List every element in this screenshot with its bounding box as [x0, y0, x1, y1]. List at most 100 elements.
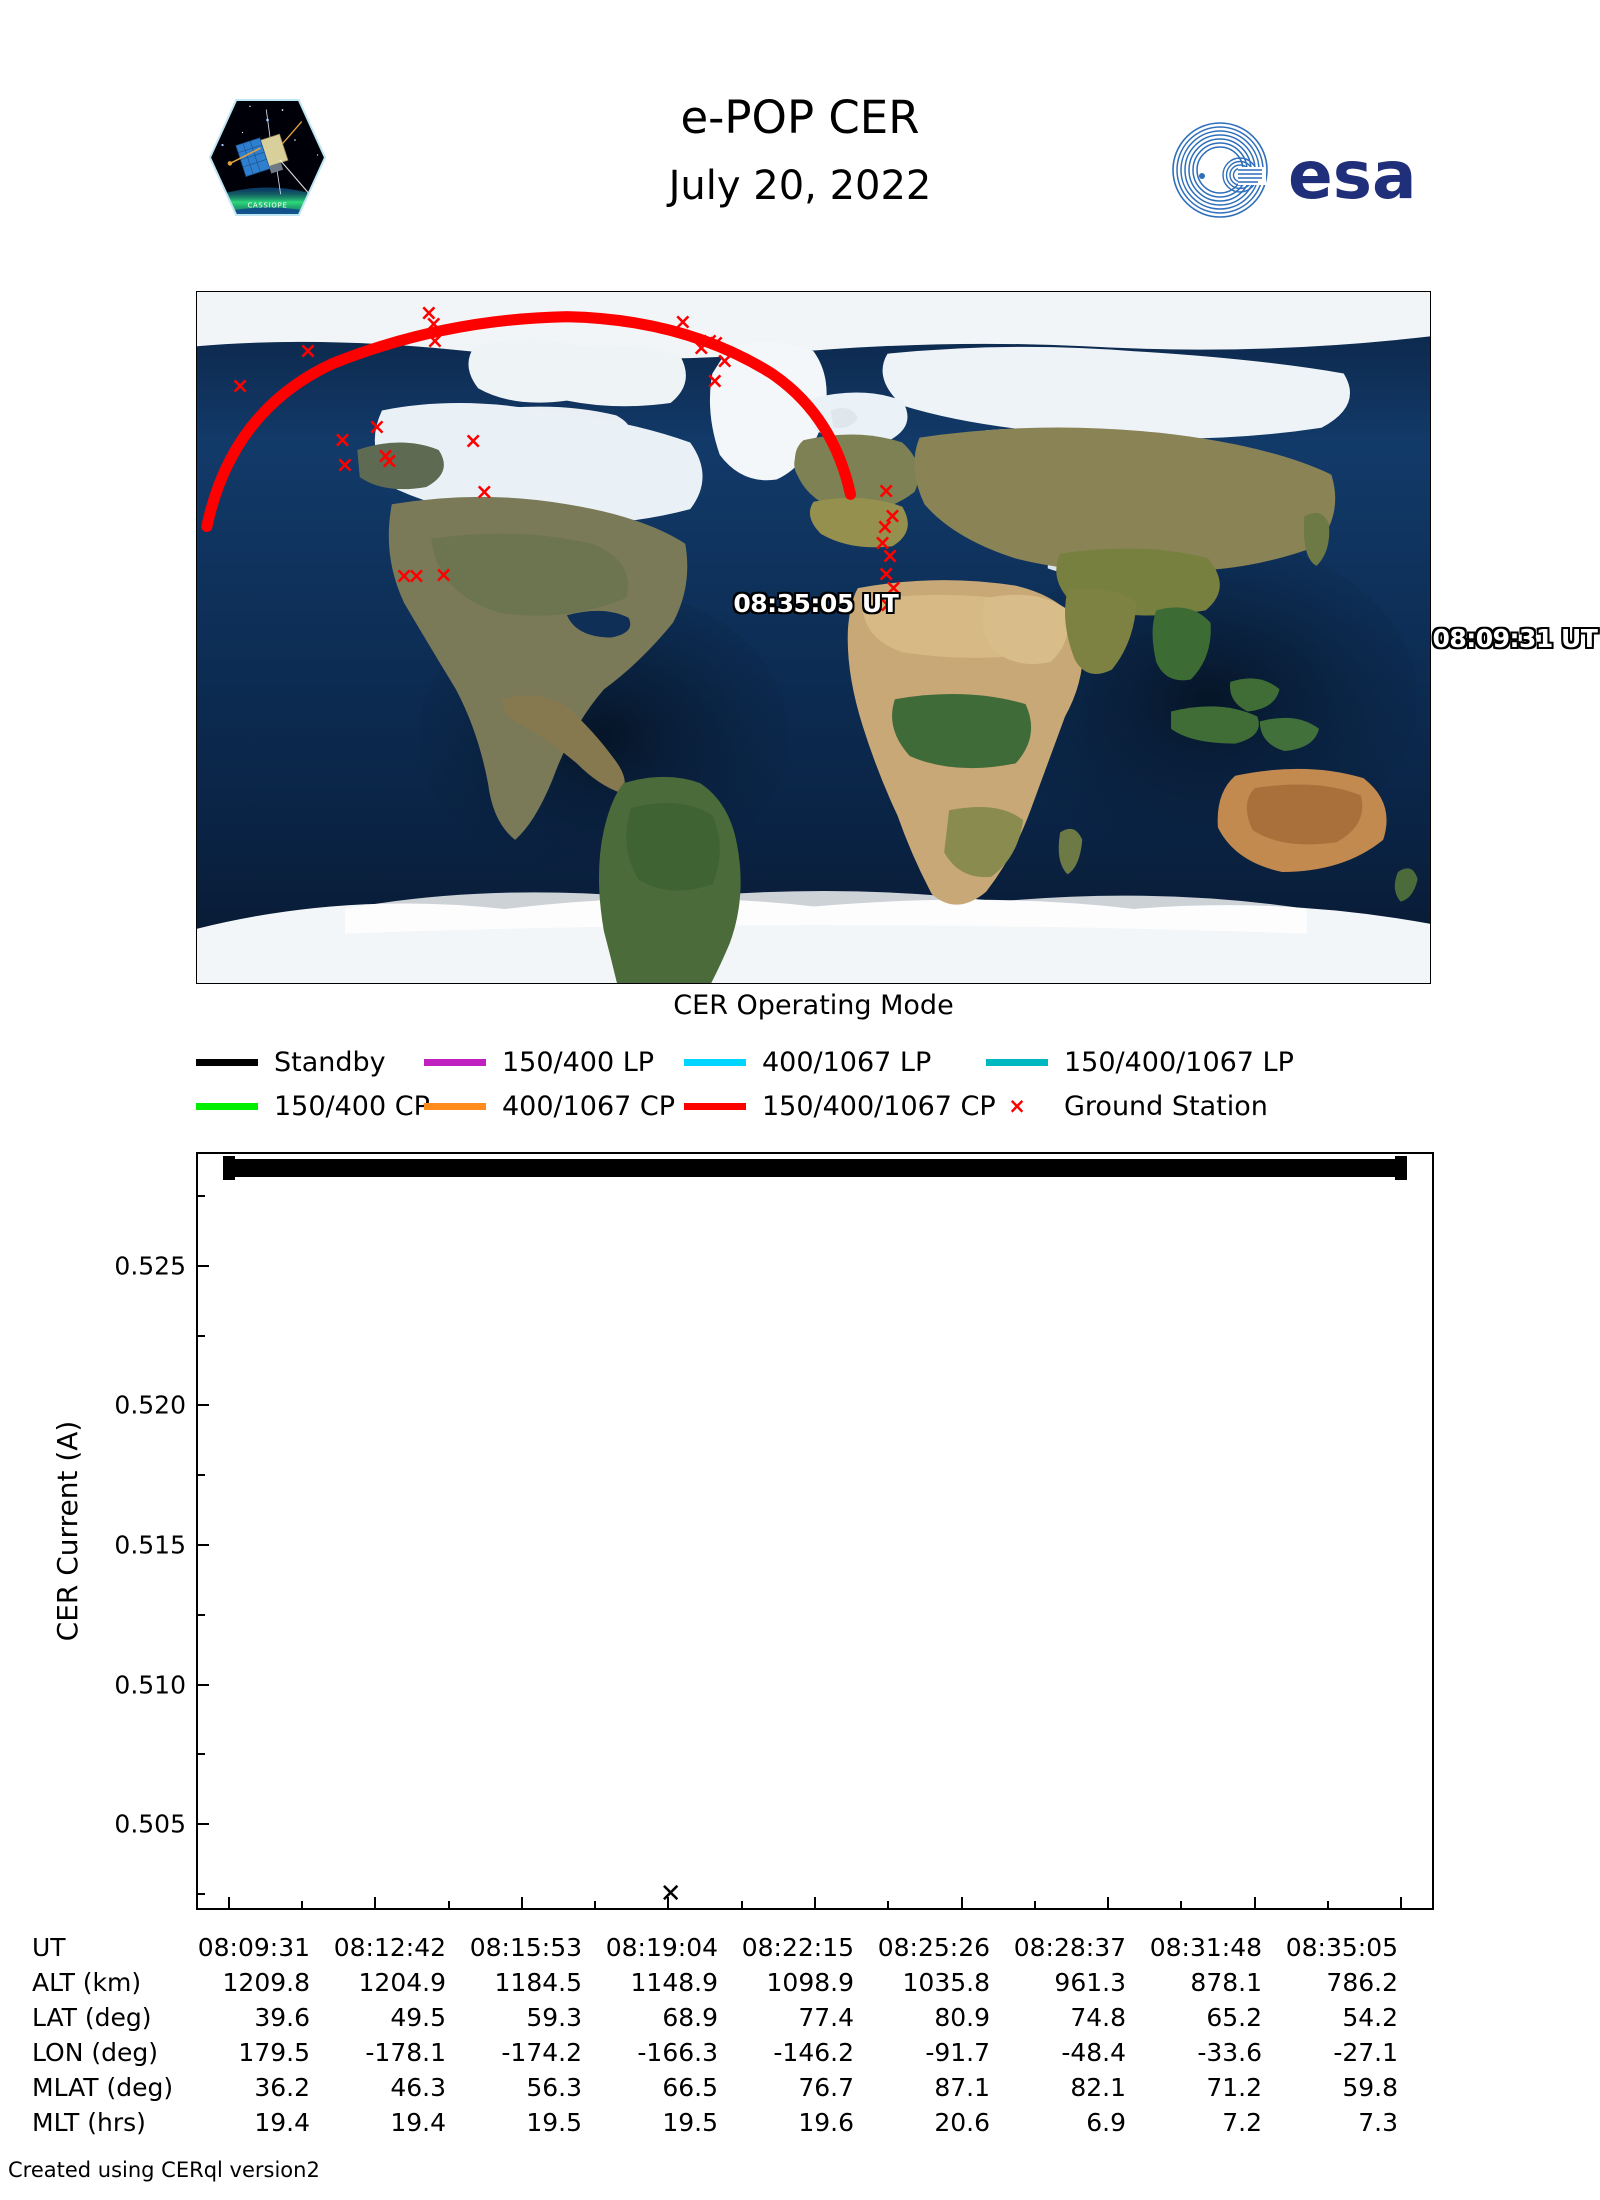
table-cell: 39.6 [254, 2003, 310, 2032]
satellite-ground-track [201, 311, 857, 532]
ground-station-marker: × [883, 504, 902, 530]
table-cell: 36.2 [254, 2073, 310, 2102]
table-cell: 66.5 [662, 2073, 718, 2102]
ground-station-marker: × [425, 328, 445, 354]
legend-color-swatch [986, 1058, 1048, 1066]
table-cell: 77.4 [798, 2003, 854, 2032]
legend-color-swatch [684, 1102, 746, 1110]
legend-item-ground-station[interactable]: × Ground Station [986, 1093, 1268, 1120]
ground-station-marker: × [376, 444, 395, 470]
legend-item-400-1067-lp[interactable]: 400/1067 LP [684, 1049, 931, 1076]
table-row: MLAT (deg) 36.2 46.3 56.3 66.5 76.7 87.1 82.1 71… [0, 2070, 1420, 2105]
title-block: e-POP CER July 20, 2022 [400, 95, 1200, 206]
table-cell: 786.2 [1326, 1968, 1398, 1997]
table-cell: -91.7 [925, 2038, 990, 2067]
esa-logo: esa [1158, 120, 1458, 220]
legend-label: 400/1067 LP [762, 1046, 932, 1078]
plot-inner: ✕ [198, 1154, 1432, 1908]
table-cell: 08:35:05 [1285, 1933, 1398, 1962]
legend-item-150-400-lp[interactable]: 150/400 LP [424, 1049, 654, 1076]
table-cell: 1035.8 [902, 1968, 990, 1997]
table-cell: 46.3 [390, 2073, 446, 2102]
ground-station-marker: × [700, 328, 720, 354]
ground-station-swatch-icon: × [1008, 1093, 1026, 1118]
table-cell: 74.8 [1070, 2003, 1126, 2032]
table-cell: 08:28:37 [1013, 1933, 1126, 1962]
table-cell: 08:15:53 [469, 1933, 582, 1962]
legend-label: 400/1067 CP [502, 1090, 676, 1122]
legend-color-swatch [196, 1058, 258, 1066]
table-row: UT 08:09:31 08:12:42 08:15:53 08:19:04 08:22:… [0, 1930, 1420, 1965]
ground-station-marker: × [880, 544, 900, 570]
ground-station-marker: × [230, 374, 250, 400]
operating-mode-legend: Standby 150/400 LP 400/1067 LP 150/400/1067… [196, 1040, 1441, 1130]
table-cell: 19.5 [526, 2108, 582, 2137]
legend-color-swatch [684, 1058, 746, 1066]
table-cell: 19.6 [798, 2108, 854, 2137]
table-cell: -178.1 [365, 2038, 446, 2067]
track-end-time-label: 08:35:05 UT [733, 589, 899, 619]
table-row-header: MLT (hrs) [32, 2108, 146, 2137]
table-cell: 08:19:04 [605, 1933, 718, 1962]
ground-station-marker: × [298, 339, 318, 365]
footer-credit: Created using CERql version2 [8, 2158, 320, 2182]
legend-item-150-400-cp[interactable]: 150/400 CP [196, 1093, 430, 1120]
table-cell: 19.4 [254, 2108, 310, 2137]
ground-station-marker: × [692, 335, 711, 361]
cassiope-mission-logo: CASSIOPE [205, 95, 330, 220]
y-tick-label: 0.525 [114, 1251, 186, 1281]
table-cell: 1098.9 [766, 1968, 854, 1997]
table-cell: 08:22:15 [741, 1933, 854, 1962]
table-cell: 1148.9 [630, 1968, 718, 1997]
cer-current-outlier-point: ✕ [659, 1879, 682, 1908]
legend-item-150-400-1067-cp[interactable]: 150/400/1067 CP [684, 1093, 996, 1120]
ground-station-marker: × [434, 563, 453, 588]
ground-station-marker: × [394, 563, 414, 589]
legend-row: Standby 150/400 LP 400/1067 LP 150/400/1067… [196, 1040, 1441, 1084]
table-cell: 08:12:42 [333, 1933, 446, 1962]
table-cell: 59.8 [1342, 2073, 1398, 2102]
page-header: CASSIOPE e-POP CER July 20, 2022 [0, 0, 1600, 270]
ground-station-marker: × [424, 312, 443, 338]
table-cell: 54.2 [1342, 2003, 1398, 2032]
ground-station-marker: × [463, 428, 483, 454]
legend-item-150-400-1067-lp[interactable]: 150/400/1067 LP [986, 1049, 1294, 1076]
ground-station-marker: × [475, 480, 494, 506]
table-row-header: MLAT (deg) [32, 2073, 174, 2102]
ground-station-marker: × [367, 415, 387, 441]
legend-label: 150/400/1067 LP [1064, 1046, 1294, 1078]
ephemeris-table: UT 08:09:31 08:12:42 08:15:53 08:19:04 08:22:… [0, 1930, 1600, 2140]
table-cell: 08:09:31 [197, 1933, 310, 1962]
table-row: LON (deg) 179.5 -178.1 -174.2 -166.3 -146.2 -9… [0, 2035, 1420, 2070]
table-cell: 65.2 [1206, 2003, 1262, 2032]
y-tick-label: 0.515 [114, 1530, 186, 1560]
table-cell: 59.3 [526, 2003, 582, 2032]
legend-row: 150/400 CP 400/1067 CP 150/400/1067 CP × Gro… [196, 1084, 1441, 1128]
cer-current-plot[interactable]: ✕ 0.505 0.510 0.515 0.520 0.525 [114, 1152, 1434, 1910]
legend-item-400-1067-cp[interactable]: 400/1067 CP [424, 1093, 675, 1120]
ground-station-marker: × [380, 448, 399, 474]
ground-station-marker: × [673, 310, 693, 336]
table-cell: 68.9 [662, 2003, 718, 2032]
map-caption: CER Operating Mode [673, 990, 954, 1021]
legend-color-swatch [196, 1102, 258, 1110]
table-row: MLT (hrs) 19.4 19.4 19.5 19.5 19.6 20.6 6.9 7.2 7… [0, 2105, 1420, 2140]
world-map-panel[interactable]: × × × × × × × × × × × × × × × × × × × × × × × × × × × × × 08:35:05 U… [196, 291, 1598, 984]
table-cell: 08:25:26 [877, 1933, 990, 1962]
table-cell: 71.2 [1206, 2073, 1262, 2102]
ground-station-marker: × [706, 330, 726, 356]
ground-station-marker: × [705, 368, 725, 394]
table-cell: -174.2 [501, 2038, 582, 2067]
table-cell: -33.6 [1197, 2038, 1262, 2067]
legend-color-swatch [424, 1058, 486, 1066]
map-clip [197, 292, 1430, 983]
legend-item-standby[interactable]: Standby [196, 1049, 386, 1076]
ground-station-marker: × [877, 562, 896, 588]
table-row: LAT (deg) 39.6 49.5 59.3 68.9 77.4 80.9 74.8 65.… [0, 2000, 1420, 2035]
legend-label: 150/400 LP [502, 1046, 655, 1078]
table-cell: 80.9 [934, 2003, 990, 2032]
ground-station-marker: × [875, 515, 895, 541]
table-row-header: ALT (km) [32, 1968, 142, 1997]
table-cell: 878.1 [1190, 1968, 1262, 1997]
page-date: July 20, 2022 [668, 163, 932, 209]
